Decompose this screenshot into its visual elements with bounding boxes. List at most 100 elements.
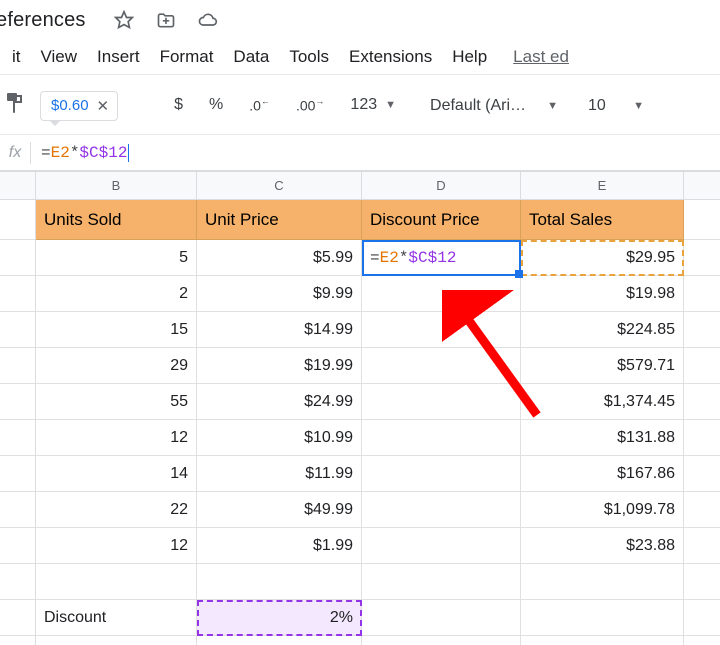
cell[interactable] [362,492,521,528]
cell[interactable]: 2 [36,276,197,312]
paint-format-icon[interactable] [0,91,34,120]
column-header-d[interactable]: D [362,172,521,199]
cell[interactable] [684,564,720,600]
menu-insert[interactable]: Insert [87,43,150,71]
row-gutter[interactable] [0,384,36,420]
close-icon[interactable]: ✕ [97,97,110,115]
cell[interactable] [521,636,684,645]
last-edit-link[interactable]: Last ed [503,43,579,71]
cell[interactable] [197,636,362,645]
cell[interactable]: 55 [36,384,197,420]
cell[interactable]: $1,099.78 [521,492,684,528]
cell[interactable]: $10.99 [197,420,362,456]
cell[interactable] [362,636,521,645]
cell[interactable] [36,636,197,645]
cell[interactable] [684,636,720,645]
cell[interactable]: 5 [36,240,197,276]
increase-decimal-button[interactable]: .00→ [292,94,328,117]
select-all-corner[interactable] [0,172,36,199]
spreadsheet-grid[interactable]: B C D E Units Sold Unit Price Discount P… [0,171,720,645]
cell[interactable] [362,456,521,492]
active-cell-d2[interactable]: =E2*$C$12 [362,240,521,276]
formula-input[interactable]: =E2*$C$12 [41,144,129,162]
row-gutter[interactable] [0,312,36,348]
cell[interactable]: $224.85 [521,312,684,348]
cell[interactable] [684,348,720,384]
cell[interactable]: 12 [36,528,197,564]
cell[interactable]: $49.99 [197,492,362,528]
cell[interactable]: 22 [36,492,197,528]
cell[interactable] [684,600,720,636]
cell[interactable]: $23.88 [521,528,684,564]
percent-format-button[interactable]: % [205,94,227,116]
currency-format-button[interactable]: $ [170,94,187,116]
row-gutter[interactable] [0,528,36,564]
row-gutter[interactable] [0,348,36,384]
column-header-b[interactable]: B [36,172,197,199]
menu-data[interactable]: Data [223,43,279,71]
row-gutter[interactable] [0,492,36,528]
number-format-dropdown[interactable]: 123 ▼ [346,94,400,116]
row-gutter[interactable] [0,200,36,240]
cell[interactable]: $1,374.45 [521,384,684,420]
move-icon[interactable] [156,10,176,30]
cell[interactable] [36,564,197,600]
cell[interactable]: 15 [36,312,197,348]
row-gutter[interactable] [0,456,36,492]
cell[interactable]: 14 [36,456,197,492]
font-family-dropdown[interactable]: Default (Ari… ▼ [424,97,564,115]
menu-help[interactable]: Help [442,43,497,71]
column-header-f[interactable] [684,172,720,199]
cell[interactable] [684,384,720,420]
cell[interactable]: $24.99 [197,384,362,420]
cell[interactable] [684,420,720,456]
cell[interactable]: $131.88 [521,420,684,456]
cell-referenced-c12[interactable]: 2% [197,600,362,636]
cell[interactable] [521,564,684,600]
cell[interactable] [684,492,720,528]
cell[interactable] [362,384,521,420]
cell[interactable]: $9.99 [197,276,362,312]
cell[interactable] [684,528,720,564]
row-gutter[interactable] [0,420,36,456]
row-gutter[interactable] [0,276,36,312]
star-icon[interactable] [114,10,134,30]
header-discount-price[interactable]: Discount Price [362,200,521,240]
cell[interactable]: $1.99 [197,528,362,564]
cell[interactable]: $19.99 [197,348,362,384]
column-header-c[interactable]: C [197,172,362,199]
menu-format[interactable]: Format [150,43,224,71]
column-header-e[interactable]: E [521,172,684,199]
cell[interactable]: 12 [36,420,197,456]
menu-extensions[interactable]: Extensions [339,43,442,71]
cell[interactable]: 29 [36,348,197,384]
menu-view[interactable]: View [31,43,88,71]
cell[interactable] [362,348,521,384]
cell[interactable] [684,240,720,276]
cell[interactable] [362,276,521,312]
cell[interactable]: $14.99 [197,312,362,348]
cell[interactable] [684,276,720,312]
cell[interactable] [684,312,720,348]
discount-label-cell[interactable]: Discount [36,600,197,636]
cell[interactable] [362,564,521,600]
header-total-sales[interactable]: Total Sales [521,200,684,240]
cell[interactable] [521,600,684,636]
menu-tools[interactable]: Tools [279,43,339,71]
row-gutter[interactable] [0,564,36,600]
cell[interactable] [197,564,362,600]
row-gutter[interactable] [0,240,36,276]
cell[interactable] [362,528,521,564]
row-gutter[interactable] [0,600,36,636]
cell[interactable]: $167.86 [521,456,684,492]
header-units-sold[interactable]: Units Sold [36,200,197,240]
font-size-dropdown[interactable]: 10 ▼ [582,97,650,115]
cell[interactable] [362,312,521,348]
cell[interactable] [684,456,720,492]
cell[interactable] [362,600,521,636]
cell[interactable]: $19.98 [521,276,684,312]
menu-edit-fragment[interactable]: it [2,43,31,71]
cell-referenced-e2[interactable]: $29.95 [521,240,684,276]
decrease-decimal-button[interactable]: .0← [245,94,274,117]
cell[interactable]: $5.99 [197,240,362,276]
